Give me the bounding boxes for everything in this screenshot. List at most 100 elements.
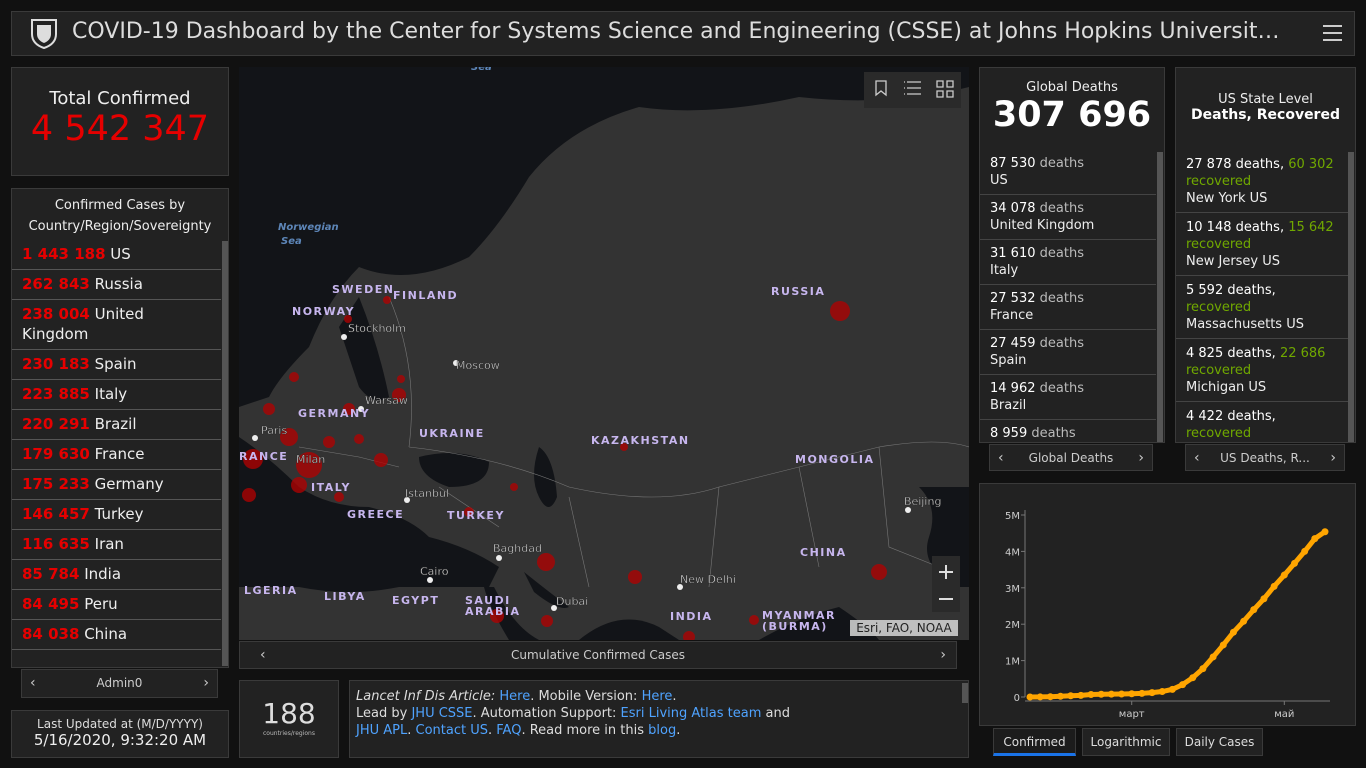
bookmark-button[interactable] xyxy=(875,80,887,97)
country-row[interactable]: 223 885 Italy xyxy=(12,380,221,410)
next-button[interactable]: › xyxy=(1330,450,1336,466)
next-button[interactable]: › xyxy=(1138,450,1144,466)
info-link[interactable]: Esri Living Atlas team xyxy=(620,706,762,721)
data-point xyxy=(1057,692,1065,700)
info-link[interactable]: blog xyxy=(648,723,677,738)
deaths-unit: deaths xyxy=(1039,336,1084,351)
header-title: COVID-19 Dashboard by the Center for Sys… xyxy=(72,19,1280,44)
water xyxy=(239,67,969,640)
tab[interactable]: Daily Cases xyxy=(1176,728,1263,756)
map-next[interactable]: › xyxy=(940,647,946,663)
scrollbar[interactable] xyxy=(222,241,228,666)
map-label: Milan xyxy=(296,453,325,466)
deaths-row[interactable]: 31 610 deaths Italy xyxy=(980,240,1156,285)
menu-button[interactable] xyxy=(1322,24,1344,42)
tab[interactable]: Logarithmic xyxy=(1082,728,1170,756)
data-point xyxy=(1046,693,1054,701)
data-point xyxy=(1229,628,1237,636)
us-row[interactable]: 27 878 deaths, 60 302 recovered New York … xyxy=(1176,150,1348,213)
scrollbar[interactable] xyxy=(1157,152,1163,442)
info-text-segment: Lead by xyxy=(356,706,412,721)
country-name: Italy xyxy=(94,385,128,403)
country-name: US xyxy=(110,245,131,263)
basemap-button[interactable] xyxy=(936,80,954,98)
us-row[interactable]: 10 148 deaths, 15 642 recovered New Jerse… xyxy=(1176,213,1348,276)
us-row[interactable]: 4 825 deaths, 22 686 recovered Michigan U… xyxy=(1176,339,1348,402)
prev-button[interactable]: ‹ xyxy=(1194,450,1200,466)
deaths-unit: deaths xyxy=(1031,426,1076,441)
last-updated-label: Last Updated at (M/D/YYYY) xyxy=(37,717,203,731)
data-point xyxy=(1118,690,1126,698)
country-row[interactable]: 220 291 Brazil xyxy=(12,410,221,440)
map-label: Sea xyxy=(281,236,302,247)
deaths-row[interactable]: 27 459 deaths Spain xyxy=(980,330,1156,375)
deaths-unit: deaths xyxy=(1039,291,1084,306)
map-label: Sea xyxy=(471,67,492,73)
info-link[interactable]: JHU APL xyxy=(356,723,408,738)
country-count: 238 004 xyxy=(22,305,90,323)
data-point xyxy=(1077,691,1085,699)
country-row[interactable]: 179 630 France xyxy=(12,440,221,470)
info-link[interactable]: Here xyxy=(499,689,531,704)
deaths-row[interactable]: 8 959 deaths xyxy=(980,420,1156,442)
info-link[interactable]: Here xyxy=(641,689,673,704)
map-prev[interactable]: ‹ xyxy=(260,647,266,663)
country-name: Brazil xyxy=(94,415,137,433)
map-footer: ‹ Cumulative Confirmed Cases › xyxy=(239,641,957,669)
country-row[interactable]: 85 784 India xyxy=(12,560,221,590)
country-row[interactable]: 84 038 China xyxy=(12,620,221,650)
info-text-segment: Lancet Inf Dis Article: xyxy=(356,689,500,704)
country-count: 262 843 xyxy=(22,275,90,293)
country-row[interactable]: 262 843 Russia xyxy=(12,270,221,300)
map-label: ITALY xyxy=(311,481,351,494)
next-button[interactable]: › xyxy=(203,675,209,691)
chart: 0 1M 2M 3M 4M 5M март май xyxy=(979,483,1356,726)
deaths-row[interactable]: 87 530 deaths US xyxy=(980,150,1156,195)
scrollbar[interactable] xyxy=(1348,152,1354,442)
country-row[interactable]: 175 233 Germany xyxy=(12,470,221,500)
prev-button[interactable]: ‹ xyxy=(30,675,36,691)
info-link[interactable]: JHU CSSE xyxy=(411,706,473,721)
country-row[interactable]: 230 183 Spain xyxy=(12,350,221,380)
info-link[interactable]: Contact US xyxy=(415,723,488,738)
map-label: Beijing xyxy=(904,495,941,508)
country-row[interactable]: 116 635 Iran xyxy=(12,530,221,560)
info-link[interactable]: FAQ xyxy=(496,723,522,738)
map-label: Cairo xyxy=(420,565,449,578)
map-footer-label: Cumulative Confirmed Cases xyxy=(510,648,686,662)
legend-button[interactable] xyxy=(904,81,921,95)
us-state-name: Massachusetts US xyxy=(1186,317,1304,332)
country-count: 175 233 xyxy=(22,475,90,493)
us-state-list: 27 878 deaths, 60 302 recovered New York … xyxy=(1176,150,1348,442)
country-row[interactable]: 146 457 Turkey xyxy=(12,500,221,530)
deaths-row[interactable]: 34 078 deaths United Kingdom xyxy=(980,195,1156,240)
country-name: Turkey xyxy=(94,505,144,523)
us-row[interactable]: 4 422 deaths, recoveredPennsylvania US xyxy=(1176,402,1348,442)
map-label: LGERIA xyxy=(244,584,298,597)
zoom-control xyxy=(932,556,960,612)
country-row[interactable]: 1 443 188 US xyxy=(12,240,221,270)
us-row[interactable]: 5 592 deaths, recovered Massachusetts US xyxy=(1176,276,1348,339)
country-row[interactable]: 238 004 United Kingdom xyxy=(12,300,221,350)
country-panel: Confirmed Cases by Country/Region/Sovere… xyxy=(11,188,229,668)
scrollbar[interactable] xyxy=(962,683,968,703)
map-label: GREECE xyxy=(347,508,404,521)
data-point xyxy=(1219,641,1227,649)
zoom-in[interactable] xyxy=(939,565,953,579)
borders xyxy=(298,296,969,588)
deaths-row[interactable]: 27 532 deaths France xyxy=(980,285,1156,330)
country-count: 1 443 188 xyxy=(22,245,106,263)
map-label: Moscow xyxy=(456,359,500,372)
deaths-name: France xyxy=(990,308,1034,323)
map-label: New Delhi xyxy=(680,573,736,586)
y-tick-label: 4M xyxy=(1005,547,1020,558)
country-list-title: Confirmed Cases by Country/Region/Sovere… xyxy=(28,198,212,234)
country-count: 116 635 xyxy=(22,535,90,553)
prev-button[interactable]: ‹ xyxy=(998,450,1004,466)
map-label: Istanbul xyxy=(405,487,449,500)
country-row[interactable]: 84 495 Peru xyxy=(12,590,221,620)
tab[interactable]: Confirmed xyxy=(993,728,1076,756)
info-panel: Lancet Inf Dis Article: Here. Mobile Ver… xyxy=(349,680,969,758)
deaths-row[interactable]: 14 962 deaths Brazil xyxy=(980,375,1156,420)
